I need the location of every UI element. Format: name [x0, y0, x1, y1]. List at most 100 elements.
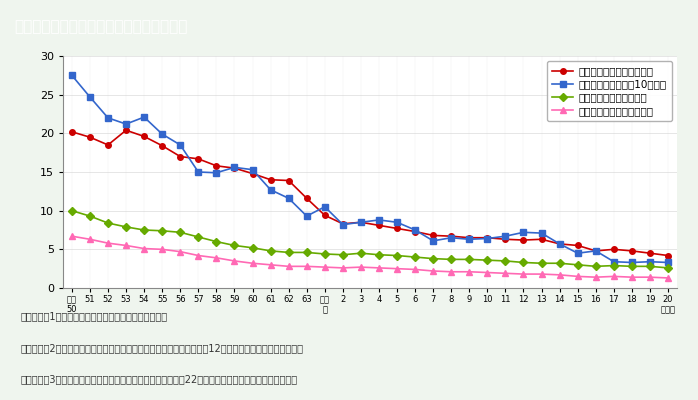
- 周産期死亡率（出産千対）: [104, 142, 112, 147]
- 新生児死亡率（出生千対）: [176, 249, 184, 254]
- 乳児死亡率（出生千対）: [212, 239, 221, 244]
- 周産期死亡率（出産千対）: [501, 237, 510, 242]
- 妊産婦死亡率（出産10万対）: [104, 116, 112, 120]
- 乳児死亡率（出生千対）: [646, 264, 654, 269]
- 新生児死亡率（出生千対）: [483, 270, 491, 275]
- 周産期死亡率（出産千対）: [664, 253, 672, 258]
- 新生児死亡率（出生千対）: [646, 275, 654, 280]
- 周産期死亡率（出産千対）: [140, 134, 148, 139]
- 妊産婦死亡率（出産10万対）: [248, 167, 257, 172]
- 周産期死亡率（出産千対）: [574, 243, 582, 248]
- 乳児死亡率（出生千対）: [375, 252, 383, 257]
- Legend: 周産期死亡率（出産千対）, 妊産婦死亡率（出産10万対）, 乳児死亡率（出生千対）, 新生児死亡率（出生千対）: 周産期死亡率（出産千対）, 妊産婦死亡率（出産10万対）, 乳児死亡率（出生千対…: [547, 61, 672, 121]
- 新生児死亡率（出生千対）: [104, 241, 112, 246]
- 周産期死亡率（出産千対）: [375, 223, 383, 228]
- 乳児死亡率（出生千対）: [302, 250, 311, 255]
- 妊産婦死亡率（出産10万対）: [212, 170, 221, 175]
- Text: 2．妊産婦死亡率における出産は，出生数に死産数（妊娠満12週以後）を加えたものである。: 2．妊産婦死亡率における出産は，出生数に死産数（妊娠満12週以後）を加えたもので…: [21, 343, 304, 353]
- 乳児死亡率（出生千対）: [86, 214, 94, 218]
- 乳児死亡率（出生千対）: [357, 251, 365, 256]
- 新生児死亡率（出生千対）: [194, 253, 202, 258]
- 周産期死亡率（出産千対）: [194, 156, 202, 161]
- 乳児死亡率（出生千対）: [628, 264, 636, 269]
- 周産期死亡率（出産千対）: [320, 213, 329, 218]
- 周産期死亡率（出産千対）: [592, 248, 600, 253]
- 新生児死亡率（出生千対）: [68, 234, 76, 238]
- Line: 新生児死亡率（出生千対）: 新生児死亡率（出生千対）: [69, 234, 671, 281]
- 新生児死亡率（出生千対）: [320, 265, 329, 270]
- 周産期死亡率（出産千対）: [302, 196, 311, 201]
- 新生児死亡率（出生千対）: [86, 237, 94, 242]
- 妊産婦死亡率（出産10万対）: [628, 260, 636, 265]
- 周産期死亡率（出産千対）: [393, 226, 401, 231]
- 新生児死亡率（出生千対）: [592, 275, 600, 280]
- 乳児死亡率（出生千対）: [609, 263, 618, 268]
- 周産期死亡率（出産千対）: [285, 178, 293, 183]
- 周産期死亡率（出産千対）: [86, 135, 94, 140]
- 新生児死亡率（出生千対）: [339, 266, 347, 270]
- 妊産婦死亡率（出産10万対）: [302, 214, 311, 218]
- 周産期死亡率（出産千対）: [519, 238, 528, 242]
- 妊産婦死亡率（出産10万対）: [447, 235, 455, 240]
- 乳児死亡率（出生千対）: [194, 234, 202, 239]
- 乳児死亡率（出生千対）: [104, 221, 112, 226]
- 妊産婦死亡率（出産10万対）: [140, 115, 148, 120]
- 妊産婦死亡率（出産10万対）: [194, 170, 202, 174]
- 新生児死亡率（出生千対）: [267, 262, 275, 267]
- 乳児死亡率（出生千対）: [320, 252, 329, 256]
- 新生児死亡率（出生千対）: [357, 265, 365, 270]
- 周産期死亡率（出産千対）: [537, 237, 546, 242]
- 新生児死亡率（出生千対）: [429, 268, 438, 273]
- 妊産婦死亡率（出産10万対）: [86, 94, 94, 99]
- 新生児死亡率（出生千対）: [447, 269, 455, 274]
- 妊産婦死亡率（出産10万対）: [285, 196, 293, 201]
- 乳児死亡率（出生千対）: [483, 258, 491, 262]
- 周産期死亡率（出産千対）: [248, 171, 257, 176]
- 周産期死亡率（出産千対）: [230, 166, 239, 170]
- 新生児死亡率（出生千対）: [140, 246, 148, 251]
- 周産期死亡率（出産千対）: [447, 234, 455, 238]
- 妊産婦死亡率（出産10万対）: [158, 132, 166, 136]
- 妊産婦死亡率（出産10万対）: [519, 230, 528, 235]
- 新生児死亡率（出生千対）: [248, 261, 257, 266]
- 周産期死亡率（出産千対）: [212, 164, 221, 168]
- 乳児死亡率（出生千対）: [176, 230, 184, 235]
- 妊産婦死亡率（出産10万対）: [646, 259, 654, 264]
- Text: 3．周産期死亡率における出産は，出生数に妊娠満22週以後の死産数を加えたものである。: 3．周産期死亡率における出産は，出生数に妊娠満22週以後の死産数を加えたものであ…: [21, 374, 298, 384]
- 乳児死亡率（出生千対）: [122, 224, 131, 229]
- 新生児死亡率（出生千対）: [230, 258, 239, 263]
- 乳児死亡率（出生千対）: [664, 266, 672, 270]
- 新生児死亡率（出生千対）: [628, 275, 636, 280]
- 妊産婦死亡率（出産10万対）: [411, 228, 419, 232]
- 乳児死亡率（出生千対）: [465, 257, 473, 262]
- 乳児死亡率（出生千対）: [592, 264, 600, 269]
- 妊産婦死亡率（出産10万対）: [267, 187, 275, 192]
- 妊産婦死亡率（出産10万対）: [357, 220, 365, 225]
- 周産期死亡率（出産千対）: [628, 248, 636, 253]
- 新生児死亡率（出生千対）: [302, 264, 311, 269]
- 妊産婦死亡率（出産10万対）: [176, 142, 184, 147]
- 周産期死亡率（出産千対）: [483, 235, 491, 240]
- 乳児死亡率（出生千対）: [230, 243, 239, 248]
- Line: 周産期死亡率（出産千対）: 周産期死亡率（出産千対）: [69, 128, 671, 258]
- 新生児死亡率（出生千対）: [537, 272, 546, 276]
- 新生児死亡率（出生千対）: [158, 247, 166, 252]
- 新生児死亡率（出生千対）: [519, 272, 528, 276]
- 妊産婦死亡率（出産10万対）: [465, 237, 473, 242]
- 乳児死亡率（出生千対）: [140, 228, 148, 232]
- 周産期死亡率（出産千対）: [68, 129, 76, 134]
- Line: 乳児死亡率（出生千対）: 乳児死亡率（出生千対）: [69, 208, 671, 271]
- 乳児死亡率（出生千対）: [393, 253, 401, 258]
- 妊産婦死亡率（出産10万対）: [556, 242, 564, 246]
- 乳児死亡率（出生千対）: [285, 250, 293, 255]
- 乳児死亡率（出生千対）: [429, 256, 438, 261]
- 乳児死亡率（出生千対）: [447, 257, 455, 262]
- 妊産婦死亡率（出産10万対）: [375, 218, 383, 222]
- 妊産婦死亡率（出産10万対）: [68, 73, 76, 78]
- 新生児死亡率（出生千対）: [465, 269, 473, 274]
- 新生児死亡率（出生千対）: [501, 271, 510, 276]
- Text: 第１－７－１図　母子保健関係指標の推移: 第１－７－１図 母子保健関係指標の推移: [14, 19, 187, 34]
- Text: （備考）　1．厚生労働省「人口動態統計」より作成。: （備考） 1．厚生労働省「人口動態統計」より作成。: [21, 312, 168, 322]
- 新生児死亡率（出生千対）: [609, 274, 618, 279]
- 周産期死亡率（出産千対）: [556, 242, 564, 246]
